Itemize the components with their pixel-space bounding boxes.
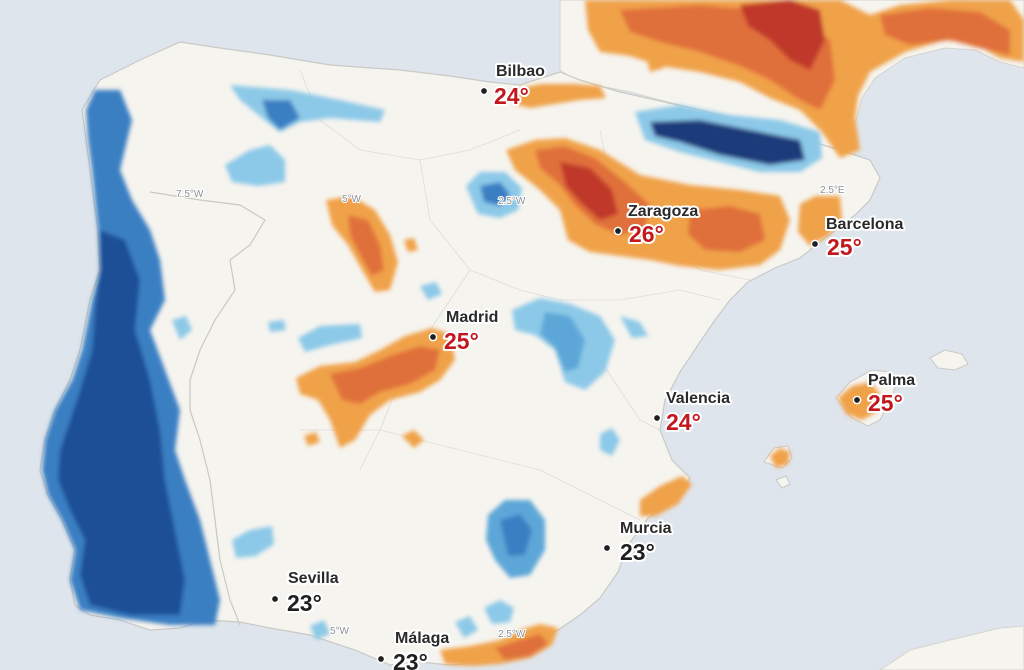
city-temperature: 26°	[629, 221, 664, 247]
city-marker-madrid[interactable]: Madrid 25°	[428, 307, 500, 356]
island-formentera	[775, 475, 791, 489]
city-marker-valencia[interactable]: Valencia 24°	[652, 388, 732, 437]
city-name: Palma	[868, 372, 915, 389]
city-name: Murcia	[620, 520, 672, 537]
city-dot	[852, 395, 862, 405]
city-temperature: 25°	[827, 234, 862, 260]
city-temperature: 23°	[393, 649, 428, 670]
grid-label-2-5e: 2.5°E	[820, 185, 845, 196]
border-portugal	[149, 191, 266, 626]
city-name: Sevilla	[288, 570, 339, 587]
city-temperature: 25°	[868, 390, 903, 416]
city-name: Zaragoza	[628, 203, 698, 220]
city-name: Málaga	[395, 630, 449, 647]
island-menorca	[929, 349, 969, 371]
cold-anomaly-layer	[42, 85, 822, 640]
city-name: Valencia	[666, 390, 730, 407]
city-marker-malaga[interactable]: Málaga 23°	[376, 628, 451, 670]
city-name: Barcelona	[826, 216, 903, 233]
city-marker-sevilla[interactable]: Sevilla 23°	[270, 568, 341, 618]
city-dot	[376, 654, 386, 664]
city-name: Madrid	[446, 309, 498, 326]
city-marker-murcia[interactable]: Murcia 23°	[602, 518, 674, 567]
grid-label-2-5w-south: 2.5°W	[498, 629, 526, 640]
warm-anomaly-layer	[296, 0, 1024, 666]
city-dot	[602, 543, 612, 553]
grid-label-5w-north: 5°W	[342, 194, 362, 205]
city-temperature: 24°	[666, 409, 701, 435]
city-dot	[270, 594, 280, 604]
land-north-africa	[879, 625, 1024, 670]
city-name: Bilbao	[496, 63, 545, 80]
city-marker-bilbao[interactable]: Bilbao 24°	[479, 61, 547, 111]
city-temperature: 23°	[620, 539, 655, 565]
city-temperature: 24°	[494, 83, 529, 109]
grid-label-7-5w: 7.5°W	[176, 189, 204, 200]
city-dot	[652, 413, 662, 423]
grid-label-5w-south: 5°W	[330, 626, 350, 637]
city-temperature: 25°	[444, 328, 479, 354]
city-dot	[613, 226, 623, 236]
city-dot	[428, 332, 438, 342]
city-dot	[810, 239, 820, 249]
city-temperature: 23°	[287, 590, 322, 616]
city-dot	[479, 86, 489, 96]
grid-label-2-5w-north: 2.5°W	[498, 196, 526, 207]
